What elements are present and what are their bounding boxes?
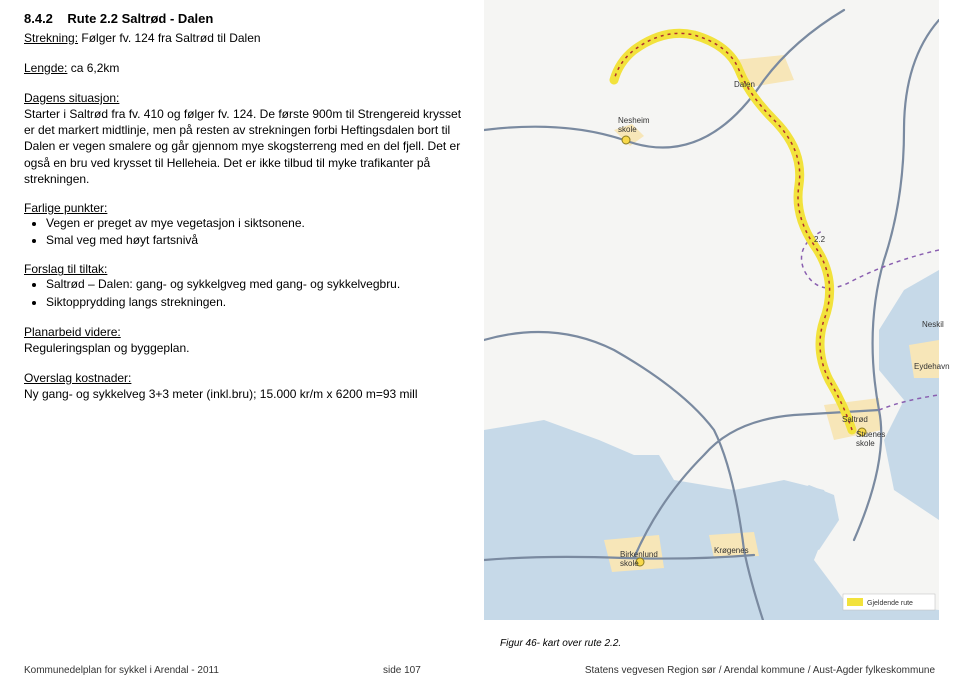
farlige-block: Farlige punkter: Vegen er preget av mye … bbox=[24, 201, 466, 248]
overslag-block: Overslag kostnader: Ny gang- og sykkelve… bbox=[24, 370, 466, 402]
list-item: Smal veg med høyt fartsnivå bbox=[46, 232, 466, 248]
page-footer: Kommunedelplan for sykkel i Arendal - 20… bbox=[0, 655, 959, 685]
strekning-line: Strekning: Følger fv. 124 fra Saltrød ti… bbox=[24, 30, 466, 46]
planarbeid-label: Planarbeid videre: bbox=[24, 324, 466, 340]
map-label: Saltrød bbox=[842, 415, 868, 424]
map-label: Nesheim bbox=[618, 116, 650, 125]
map-label: Krøgenes bbox=[714, 546, 749, 555]
overslag-text: Ny gang- og sykkelveg 3+3 meter (inkl.br… bbox=[24, 386, 466, 402]
route-map: Gjeldende rute bbox=[484, 0, 939, 620]
strekning-label: Strekning: bbox=[24, 31, 78, 45]
footer-right: Statens vegvesen Region sør / Arendal ko… bbox=[585, 665, 935, 676]
map-label: Birkenlund bbox=[620, 550, 658, 559]
dagens-block: Dagens situasjon: Starter i Saltrød fra … bbox=[24, 90, 466, 187]
map-label: Stuenes bbox=[856, 430, 885, 439]
map-label: 2.2 bbox=[814, 235, 825, 244]
map-column: Gjeldende rute DalenNesheimskole2.2Neski… bbox=[480, 0, 959, 640]
page: 8.4.2 Rute 2.2 Saltrød - Dalen Strekning… bbox=[0, 0, 959, 640]
route-title: Rute 2.2 Saltrød - Dalen bbox=[67, 11, 213, 26]
map-container: Gjeldende rute DalenNesheimskole2.2Neski… bbox=[484, 0, 939, 620]
list-item: Vegen er preget av mye vegetasjon i sikt… bbox=[46, 215, 466, 231]
figure-caption: Figur 46- kart over rute 2.2. bbox=[500, 638, 621, 649]
lengde-text: ca 6,2km bbox=[71, 61, 120, 75]
footer-left: Kommunedelplan for sykkel i Arendal - 20… bbox=[24, 665, 219, 676]
section-heading: 8.4.2 Rute 2.2 Saltrød - Dalen bbox=[24, 10, 466, 28]
lengde-label: Lengde: bbox=[24, 61, 67, 75]
list-item: Saltrød – Dalen: gang- og sykkelgveg med… bbox=[46, 276, 466, 292]
dagens-label: Dagens situasjon: bbox=[24, 90, 466, 106]
svg-text:Gjeldende rute: Gjeldende rute bbox=[867, 600, 913, 607]
planarbeid-text: Reguleringsplan og byggeplan. bbox=[24, 340, 466, 356]
map-label: skole bbox=[620, 559, 639, 568]
planarbeid-block: Planarbeid videre: Reguleringsplan og by… bbox=[24, 324, 466, 356]
farlige-label: Farlige punkter: bbox=[24, 201, 466, 215]
forslag-label: Forslag til tiltak: bbox=[24, 262, 466, 276]
map-label: Eydehavn bbox=[914, 362, 950, 371]
dagens-text: Starter i Saltrød fra fv. 410 og følger … bbox=[24, 106, 466, 187]
footer-center: side 107 bbox=[383, 665, 421, 676]
forslag-block: Forslag til tiltak: Saltrød – Dalen: gan… bbox=[24, 262, 466, 309]
map-label: skole bbox=[618, 125, 637, 134]
map-label: Neskil bbox=[922, 320, 944, 329]
map-label: Dalen bbox=[734, 80, 755, 89]
text-column: 8.4.2 Rute 2.2 Saltrød - Dalen Strekning… bbox=[0, 0, 480, 640]
header-block: 8.4.2 Rute 2.2 Saltrød - Dalen Strekning… bbox=[24, 10, 466, 46]
section-number: 8.4.2 bbox=[24, 11, 53, 26]
forslag-list: Saltrød – Dalen: gang- og sykkelgveg med… bbox=[24, 276, 466, 309]
list-item: Siktopprydding langs strekningen. bbox=[46, 294, 466, 310]
lengde-line: Lengde: ca 6,2km bbox=[24, 60, 466, 76]
map-label: skole bbox=[856, 439, 875, 448]
farlige-list: Vegen er preget av mye vegetasjon i sikt… bbox=[24, 215, 466, 248]
overslag-label: Overslag kostnader: bbox=[24, 370, 466, 386]
strekning-text: Følger fv. 124 fra Saltrød til Dalen bbox=[81, 31, 260, 45]
